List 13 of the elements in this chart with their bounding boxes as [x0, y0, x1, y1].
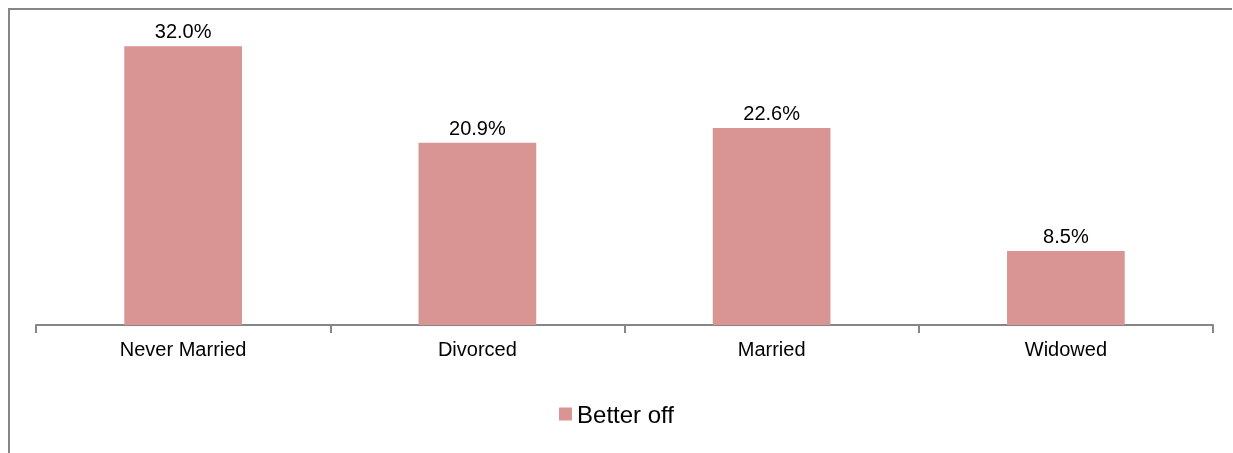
x-tick-label: Widowed: [1024, 338, 1108, 360]
x-tick-label: Divorced: [437, 338, 517, 360]
bar: [418, 142, 537, 325]
bar: [1007, 250, 1125, 325]
data-label: 20.9%: [449, 116, 506, 139]
data-label: 32.0%: [154, 20, 212, 43]
bar: [124, 46, 242, 325]
x-tick-label: Never Married: [119, 338, 247, 360]
bar: [712, 128, 831, 325]
data-label: 8.5%: [1043, 224, 1089, 247]
legend-label: Better off: [577, 400, 675, 428]
data-label: 22.6%: [743, 102, 801, 125]
x-tick-label: Married: [737, 338, 806, 360]
